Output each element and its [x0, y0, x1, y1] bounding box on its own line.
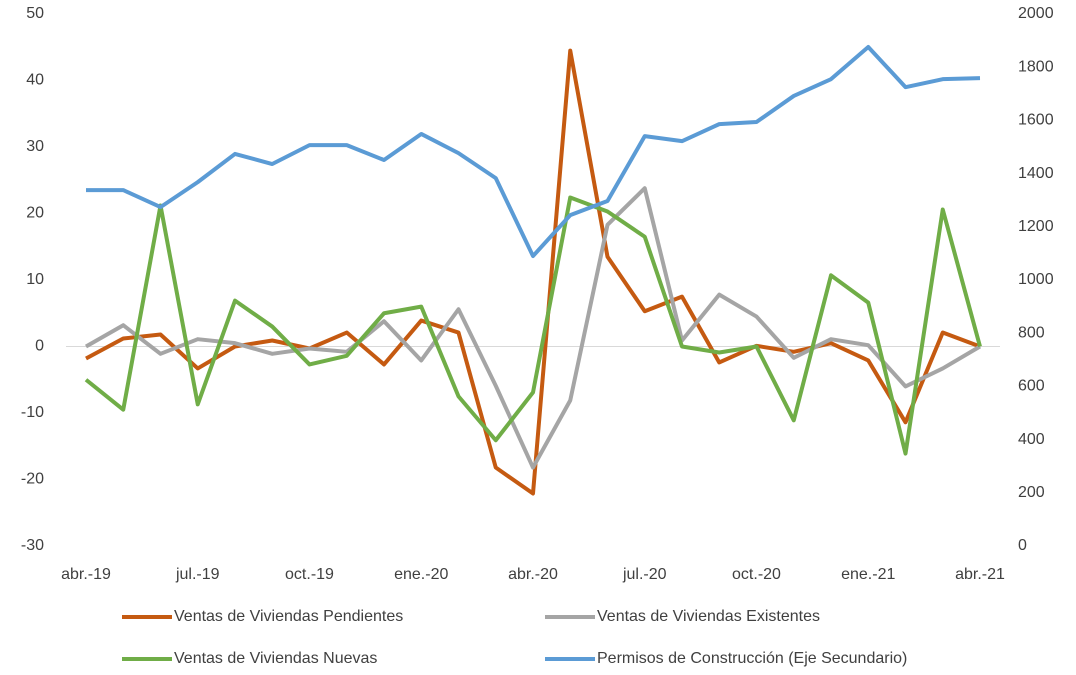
y-tick-label: -30: [21, 537, 44, 554]
x-tick-label: ene.-21: [841, 566, 895, 583]
y2-tick-label: 0: [1018, 537, 1027, 554]
x-tick-label: ene.-20: [394, 566, 448, 583]
y2-tick-label: 1400: [1018, 165, 1054, 182]
series-line: [86, 44, 981, 259]
y-tick-label: 40: [26, 72, 44, 89]
x-tick-label: abr.-19: [61, 566, 111, 583]
y2-tick-label: 1200: [1018, 218, 1054, 235]
y-tick-label: -20: [21, 471, 44, 488]
y-tick-label: -10: [21, 404, 44, 421]
series-line: [85, 186, 982, 470]
x-tick-label: jul.-19: [175, 566, 220, 583]
x-tick-label: abr.-21: [955, 566, 1005, 583]
y-tick-label: 10: [26, 271, 44, 288]
y-tick-label: 0: [35, 338, 44, 355]
legend-label: Ventas de Viviendas Pendientes: [174, 608, 403, 625]
y-tick-label: 50: [26, 5, 44, 22]
y-tick-label: 30: [26, 138, 44, 155]
y2-tick-label: 200: [1018, 484, 1045, 501]
series-line: [85, 48, 981, 496]
y2-tick-label: 1000: [1018, 271, 1054, 288]
x-tick-label: abr.-20: [508, 566, 558, 583]
legend-label: Ventas de Viviendas Nuevas: [174, 650, 377, 667]
legend-label: Permisos de Construcción (Eje Secundario…: [597, 650, 907, 667]
y2-tick-label: 600: [1018, 378, 1045, 395]
y2-tick-label: 1600: [1018, 112, 1054, 129]
y2-tick-label: 400: [1018, 431, 1045, 448]
y-tick-label: 20: [26, 205, 44, 222]
x-tick-label: jul.-20: [622, 566, 667, 583]
legend-label: Ventas de Viviendas Existentes: [597, 608, 820, 625]
x-tick-label: oct.-19: [285, 566, 334, 583]
y2-tick-label: 2000: [1018, 5, 1054, 22]
y2-tick-label: 800: [1018, 324, 1045, 341]
series-line: [84, 195, 982, 456]
x-tick-label: oct.-20: [732, 566, 781, 583]
y2-tick-label: 1800: [1018, 58, 1054, 75]
